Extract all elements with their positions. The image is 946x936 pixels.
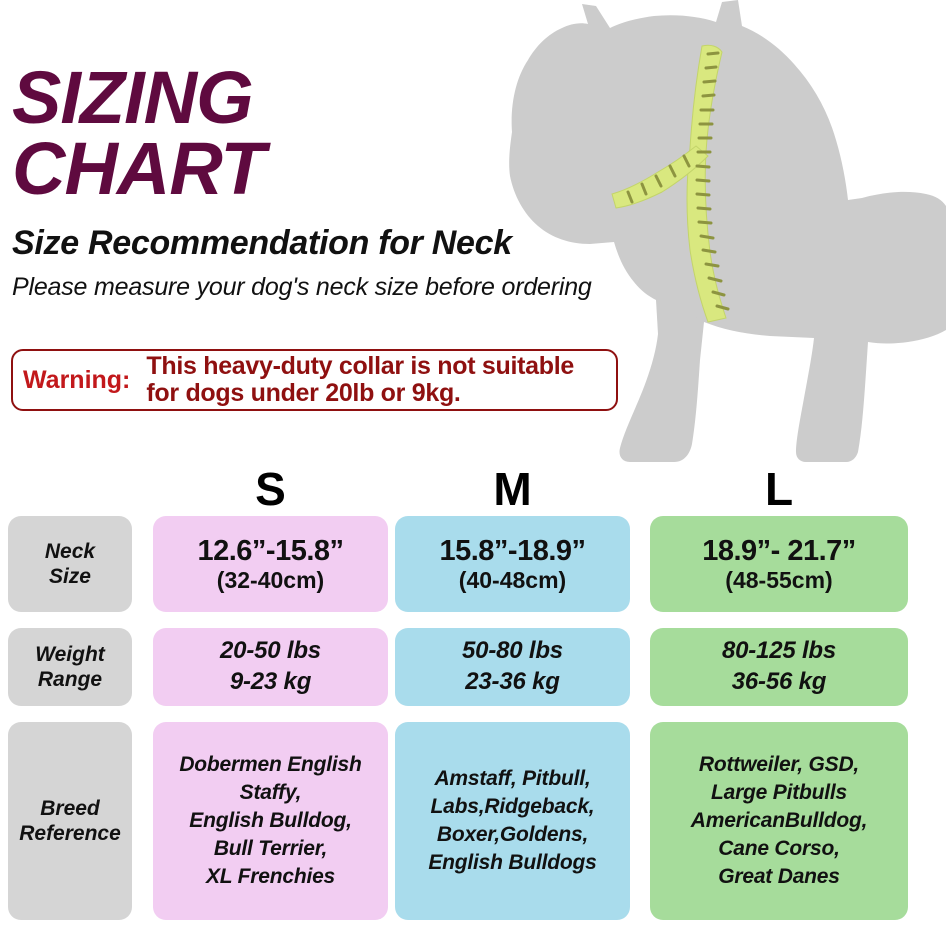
weight-l-kg: 36-56 kg: [731, 668, 827, 695]
cell-neck-size-l: 18.9”- 21.7” (48-55cm): [650, 516, 908, 612]
neck-size-l-inches: 18.9”- 21.7”: [702, 534, 856, 567]
neck-size-m-cm: (40-48cm): [458, 567, 567, 594]
neck-size-s-cm: (32-40cm): [216, 567, 325, 594]
warning-label: Warning:: [23, 365, 131, 394]
row-label-breed-reference: Breed Reference: [8, 722, 132, 920]
weight-m-kg: 23-36 kg: [465, 668, 560, 695]
weight-m-lbs: 50-80 lbs: [462, 637, 563, 665]
cell-breed-reference-m: Amstaff, Pitbull, Labs,Ridgeback, Boxer,…: [395, 722, 630, 920]
neck-size-m-inches: 15.8”-18.9”: [439, 534, 586, 567]
row-label-neck-size-line2: Size: [48, 565, 91, 588]
table-row-breed-reference: Breed Reference Dobermen English Staffy,…: [0, 722, 946, 920]
row-label-neck-size-line1: Neck: [44, 539, 96, 563]
cell-breed-reference-s: Dobermen English Staffy, English Bulldog…: [153, 722, 388, 920]
warning-box: Warning: This heavy-duty collar is not s…: [11, 349, 618, 411]
measure-instruction: Please measure your dog's neck size befo…: [12, 273, 592, 302]
size-header-row: S M L: [0, 462, 946, 516]
weight-s-lbs: 20-50 lbs: [220, 637, 321, 665]
breed-list-l: Rottweiler, GSD, Large Pitbulls American…: [690, 753, 868, 888]
neck-size-s-inches: 12.6”-15.8”: [197, 534, 344, 567]
row-label-weight-range-line2: Range: [37, 668, 103, 691]
size-header-s: S: [255, 463, 286, 515]
table-row-neck-size: Neck Size 12.6”-15.8” (32-40cm) 15.8”-18…: [0, 516, 946, 612]
page-title-line-2: CHART: [12, 127, 266, 211]
size-header-m: M: [493, 463, 532, 515]
warning-text: This heavy-duty collar is not suitable f…: [146, 352, 574, 407]
cell-neck-size-m: 15.8”-18.9” (40-48cm): [395, 516, 630, 612]
row-label-neck-size: Neck Size: [8, 516, 132, 612]
cell-neck-size-s: 12.6”-15.8” (32-40cm): [153, 516, 388, 612]
row-label-breed-reference-line2: Reference: [19, 822, 121, 845]
row-label-breed-reference-line1: Breed: [40, 796, 100, 820]
cell-weight-range-l: 80-125 lbs 36-56 kg: [650, 628, 908, 706]
sizing-table: Neck Size 12.6”-15.8” (32-40cm) 15.8”-18…: [0, 516, 946, 920]
breed-list-s: Dobermen English Staffy, English Bulldog…: [179, 753, 362, 888]
page-title-line-1: SIZING: [12, 56, 254, 139]
size-header-l: L: [764, 463, 794, 515]
cell-breed-reference-l: Rottweiler, GSD, Large Pitbulls American…: [650, 722, 908, 920]
breed-list-m: Amstaff, Pitbull, Labs,Ridgeback, Boxer,…: [428, 767, 597, 874]
page-subtitle: Size Recommendation for Neck: [12, 224, 512, 263]
headline-block: SIZING CHART Size Recommendation for Nec…: [12, 56, 652, 302]
weight-s-kg: 9-23 kg: [229, 668, 312, 695]
weight-l-lbs: 80-125 lbs: [721, 637, 837, 665]
row-label-weight-range-line1: Weight: [35, 642, 105, 666]
row-label-weight-range: Weight Range: [8, 628, 132, 706]
cell-weight-range-s: 20-50 lbs 9-23 kg: [153, 628, 388, 706]
cell-weight-range-m: 50-80 lbs 23-36 kg: [395, 628, 630, 706]
table-row-weight-range: Weight Range 20-50 lbs 9-23 kg 50-80 lbs…: [0, 628, 946, 706]
neck-size-l-cm: (48-55cm): [725, 567, 833, 594]
